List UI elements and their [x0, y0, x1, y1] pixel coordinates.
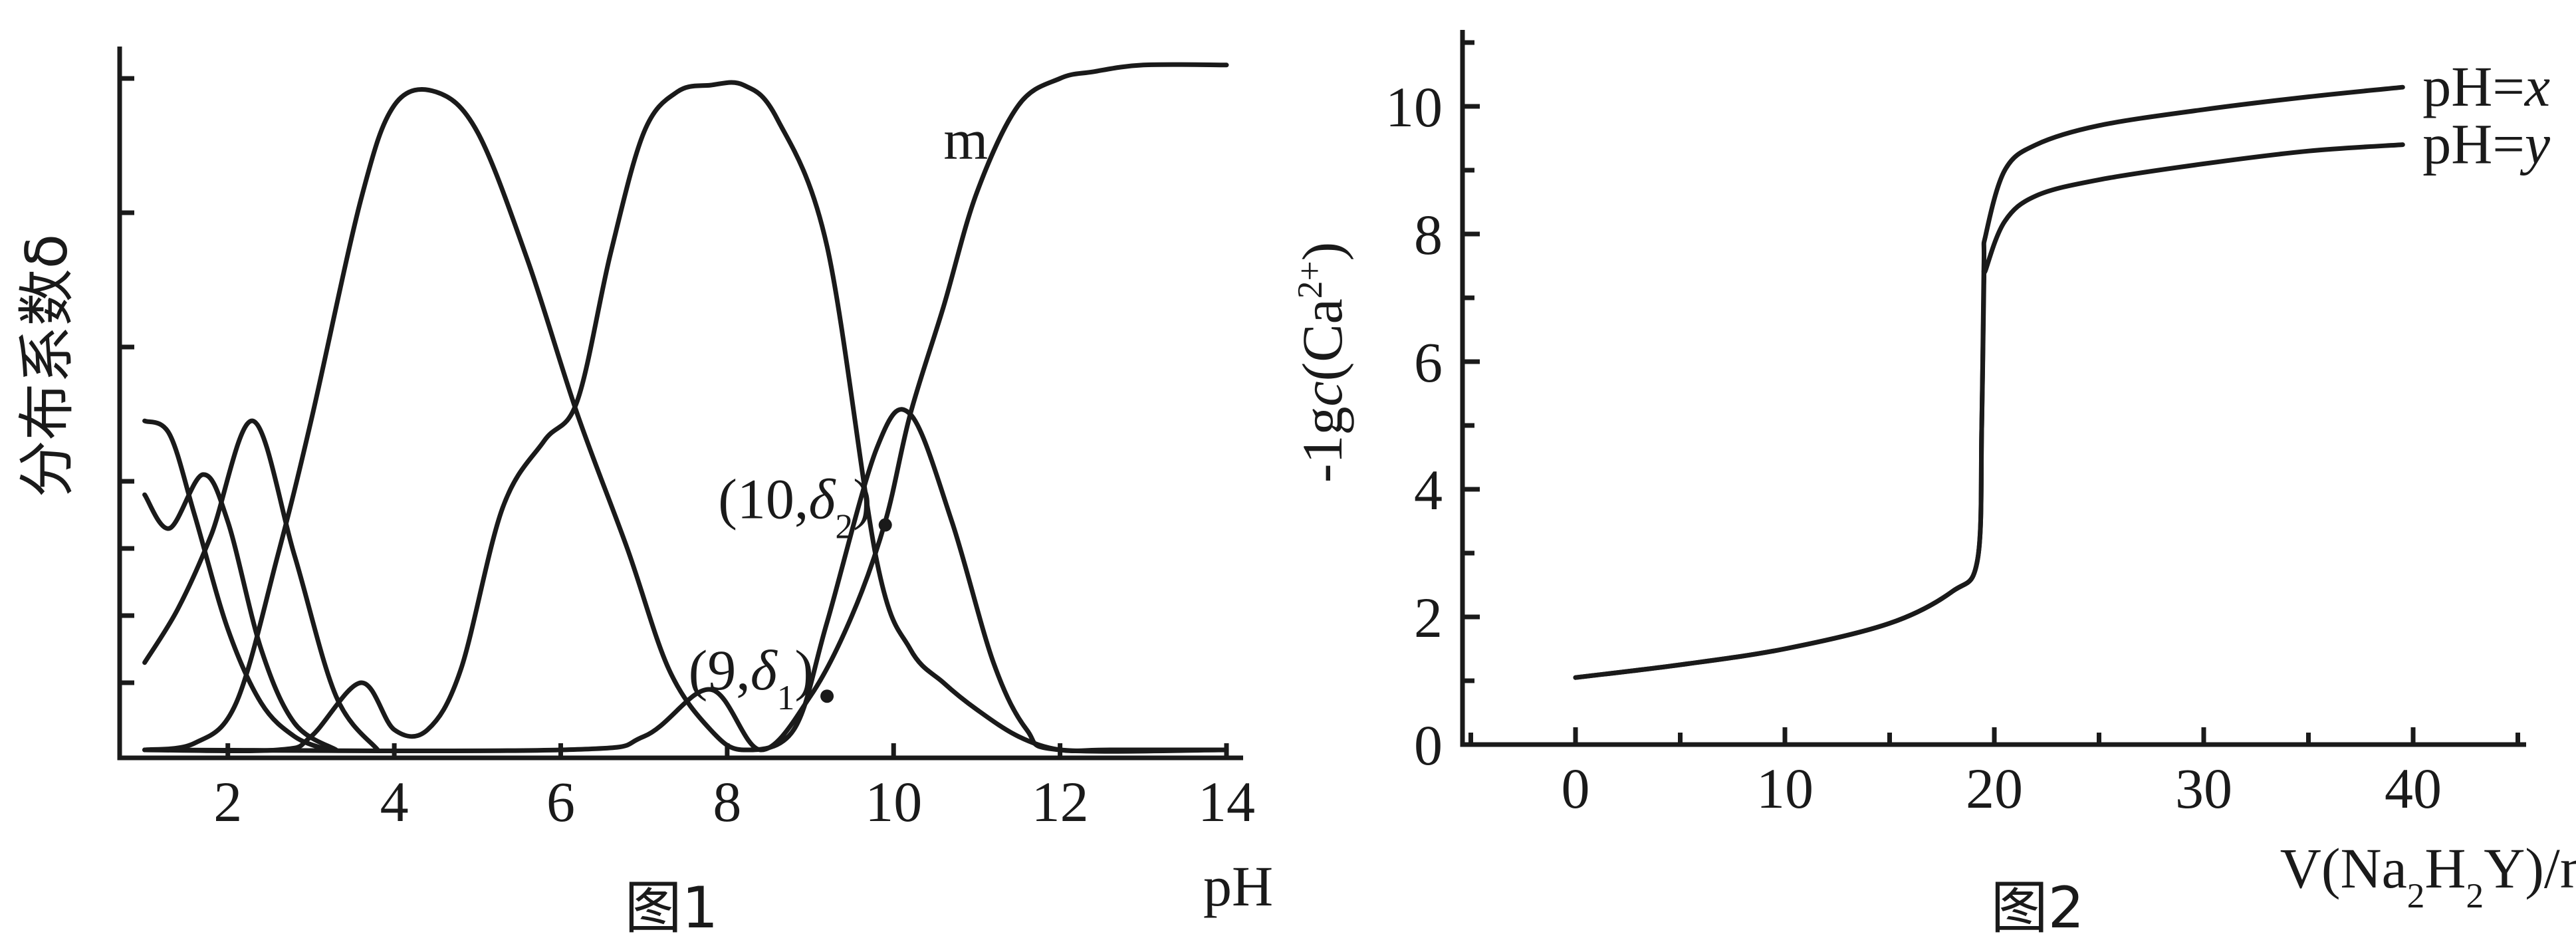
chart2-y-tick-label: 0: [1414, 713, 1443, 777]
chart1-x-tick-label: 8: [713, 770, 741, 834]
chart2-x-tick-label: 40: [2385, 757, 2442, 820]
chart2-y-label: -1gc(Ca2+): [1290, 242, 1354, 483]
chart1-series-line-5: [142, 80, 1229, 754]
chart1-series-line-1: [142, 418, 330, 753]
chart2-series-line-1: [1573, 84, 2405, 680]
chart2-x-tick-label: 20: [1966, 757, 2023, 820]
chart1-series-line-3: [142, 418, 380, 753]
chart1-point-label: (9,δ1): [689, 638, 814, 717]
chart2-x-tick-label: 0: [1562, 757, 1590, 820]
chart1-x-tick-label: 12: [1032, 770, 1089, 834]
chart1-y-ticks: [120, 76, 134, 685]
chart1-caption: 图1: [625, 875, 719, 941]
chart1-x-label: pH: [1203, 854, 1273, 918]
chart2-series-label: pH=y: [2422, 112, 2551, 176]
chart1-series-line-2: [142, 472, 338, 753]
chart2-series-line-2: [1573, 142, 2405, 680]
chart-1: 2 4 6 8 10 12 14 m (10,δ2) (9,δ1) pH 图1 分布系数δ: [14, 47, 1273, 941]
chart1-y-label: 分布系数δ: [14, 234, 80, 498]
chart2-caption: 图2: [1991, 875, 2085, 941]
chart2-x-tick-label: 30: [2175, 757, 2232, 820]
chart1-x-tick-label: 6: [546, 770, 575, 834]
chart2-y-tick-label: 10: [1385, 75, 1443, 139]
chart2-y-tick-label: 4: [1414, 458, 1443, 522]
chart1-x-tick-label: 4: [380, 770, 409, 834]
chart1-axes: [117, 47, 1243, 761]
chart1-x-tick-label: 2: [213, 770, 242, 834]
chart2-x-tick-label: 10: [1756, 757, 1814, 820]
chart2-series-label: pH=x: [2422, 55, 2550, 118]
chart2-y-tick-label: 2: [1414, 586, 1443, 649]
chart1-series-line-6: [142, 62, 1229, 754]
chart2-y-tick-label: 6: [1414, 330, 1443, 394]
chart2-y-tick-label: 8: [1414, 203, 1443, 267]
chart1-x-ticks: 2 4 6 8 10 12 14: [213, 743, 1255, 834]
chart1-x-tick-label: 10: [865, 770, 922, 834]
chart1-x-tick-label: 14: [1198, 770, 1255, 834]
chart2-axes: [1460, 30, 2526, 747]
chart2-y-ticks: 0 2 4 6 8 10: [1385, 40, 1480, 777]
chart1-annotation-m: m: [943, 108, 988, 172]
chart1-marked-point: [820, 689, 834, 703]
chart1-annotations: m (10,δ2) (9,δ1): [689, 108, 989, 717]
chart2-x-label: V(Na2H2Y)/mL: [2280, 836, 2576, 915]
chart1-series-line-4: [142, 86, 1229, 754]
chart2-x-ticks: 0 10 20 30 40: [1468, 727, 2520, 820]
chart1-point-label: (10,δ2): [718, 467, 872, 546]
chart2-series: pH=xpH=y: [1573, 55, 2551, 680]
chart1-series: [142, 62, 1229, 754]
chart1-marked-point: [878, 518, 892, 532]
